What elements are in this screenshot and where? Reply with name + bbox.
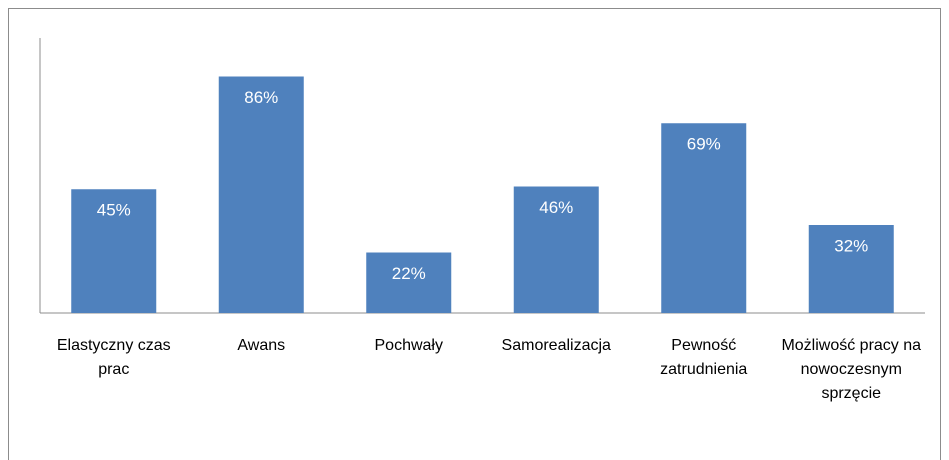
x-tick-label: Awans: [237, 337, 286, 354]
data-label: 45%: [97, 201, 131, 220]
x-tick-label: Możliwość pracy na nowoczesnym sprzęcie: [781, 337, 922, 402]
data-label: 86%: [244, 88, 278, 107]
bar: [218, 76, 304, 313]
data-label: 32%: [834, 236, 868, 255]
x-tick-label: Samorealizacja: [501, 337, 611, 354]
bar: [808, 225, 894, 313]
chart-frame: [8, 8, 941, 460]
x-tick-label: Pochwały: [374, 337, 443, 354]
data-label: 69%: [687, 135, 721, 154]
bar: [513, 186, 599, 313]
data-label: 22%: [392, 264, 426, 283]
bar: [661, 123, 747, 313]
x-tick-label: Pewność zatrudnienia: [660, 337, 748, 378]
x-tick-label: Elastyczny czas prac: [56, 337, 171, 378]
bar: [366, 252, 452, 313]
data-label: 46%: [539, 198, 573, 217]
bar: [71, 189, 157, 313]
